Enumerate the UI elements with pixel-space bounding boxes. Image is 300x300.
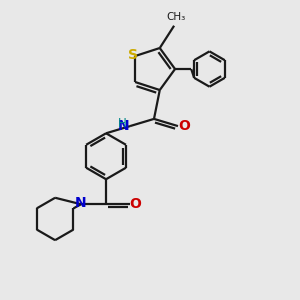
Text: N: N [75,196,86,210]
Text: S: S [128,49,138,62]
Text: H: H [117,117,126,130]
Text: O: O [130,197,141,211]
Text: O: O [178,119,190,133]
Text: N: N [118,118,129,133]
Text: CH₃: CH₃ [166,12,185,22]
